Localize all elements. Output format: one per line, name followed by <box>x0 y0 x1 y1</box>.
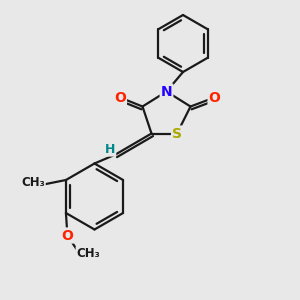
Text: O: O <box>61 229 74 242</box>
Text: O: O <box>114 91 126 104</box>
Text: O: O <box>208 91 220 104</box>
Text: CH₃: CH₃ <box>76 247 100 260</box>
Text: S: S <box>172 127 182 140</box>
Text: N: N <box>161 85 172 98</box>
Text: CH₃: CH₃ <box>21 176 45 190</box>
Text: H: H <box>105 142 115 156</box>
